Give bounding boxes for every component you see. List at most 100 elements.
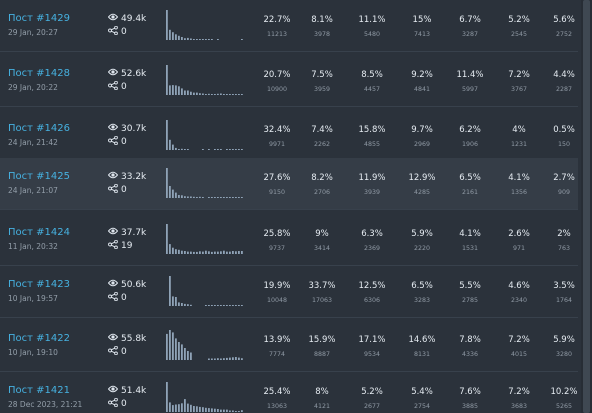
post-title-link[interactable]: Пост #1429 <box>8 13 70 24</box>
spark-bar <box>193 92 195 95</box>
post-title-link[interactable]: Пост #1422 <box>8 333 70 344</box>
post-row[interactable]: Пост #1422 10 Jan, 19:10 55.8k 0 13.9% 7774 15… <box>0 320 578 372</box>
spark-bar <box>175 34 177 40</box>
retention-count: 4855 <box>363 141 381 148</box>
post-title-link[interactable]: Пост #1423 <box>8 279 70 290</box>
spark-bar <box>172 189 174 198</box>
shares-count: 0 <box>121 293 127 303</box>
retention-count: 1231 <box>510 141 528 148</box>
post-title-link[interactable]: Пост #1425 <box>8 171 70 182</box>
spark-bar <box>232 410 234 412</box>
spark-bar <box>241 358 243 360</box>
shares-stat: 0 <box>108 345 127 358</box>
spark-bar <box>223 305 225 306</box>
scrollbar-track[interactable] <box>581 0 592 413</box>
spark-bar <box>229 357 231 360</box>
share-icon <box>108 291 121 304</box>
spark-bar <box>208 358 210 360</box>
retention-count: 7413 <box>413 31 431 38</box>
spark-bar <box>220 149 222 150</box>
retention-percent: 3.5% <box>553 281 575 291</box>
share-icon <box>108 25 121 38</box>
spark-bar <box>190 196 192 198</box>
spark-bar <box>226 149 228 150</box>
scrollbar-thumb[interactable] <box>583 0 590 413</box>
spark-bar <box>175 404 177 412</box>
post-row[interactable]: Пост #1423 10 Jan, 19:57 50.6k 0 19.9% 10048 3… <box>0 266 578 318</box>
spark-bar <box>217 93 219 95</box>
retention-percent: 9.2% <box>411 70 433 80</box>
post-title-link[interactable]: Пост #1421 <box>8 385 70 396</box>
retention-percent: 19.9% <box>263 281 291 291</box>
retention-percent: 0.5% <box>553 125 575 135</box>
spark-bar <box>214 408 216 412</box>
spark-bar <box>238 411 240 412</box>
spark-bar <box>208 149 210 150</box>
post-row[interactable]: Пост #1428 29 Jan, 20:22 52.6k 0 20.7% 10900 7… <box>0 55 578 107</box>
spark-bar <box>241 251 243 254</box>
spark-bar <box>223 250 225 254</box>
spark-bar <box>187 403 189 412</box>
spark-bar <box>208 251 210 254</box>
spark-bar <box>166 10 168 40</box>
spark-bar <box>184 149 186 150</box>
retention-count: 2677 <box>363 403 381 410</box>
spark-bar <box>175 192 177 198</box>
spark-bar <box>217 251 219 254</box>
retention-percent: 9.7% <box>411 125 433 135</box>
post-date: 24 Jan, 21:42 <box>8 138 58 147</box>
post-title-link[interactable]: Пост #1426 <box>8 123 70 134</box>
spark-bar <box>175 85 177 95</box>
spark-bar <box>166 65 168 95</box>
spark-bar <box>178 404 180 412</box>
retention-percent: 7.5% <box>311 70 333 80</box>
spark-bar <box>232 149 234 150</box>
retention-count: 2161 <box>461 189 479 196</box>
views-count: 33.2k <box>121 171 147 182</box>
spark-bar <box>229 149 231 150</box>
spark-bar <box>193 406 195 412</box>
retention-count: 971 <box>512 245 526 252</box>
spark-bar <box>181 195 183 198</box>
post-date: 10 Jan, 19:10 <box>8 348 58 357</box>
post-date: 24 Jan, 21:07 <box>8 186 58 195</box>
post-row[interactable]: Пост #1429 29 Jan, 20:27 49.4k 0 22.7% 11213 8… <box>0 0 578 52</box>
spark-bar <box>199 196 201 198</box>
spark-bar <box>229 305 231 306</box>
spark-bar <box>196 197 198 198</box>
spark-bar <box>223 197 225 198</box>
post-date: 11 Jan, 20:32 <box>8 242 58 251</box>
post-row[interactable]: Пост #1425 24 Jan, 21:07 33.2k 0 27.6% 9150 8.… <box>0 158 578 210</box>
spark-bar <box>178 249 180 254</box>
spark-bar <box>214 358 216 360</box>
spark-bar <box>217 149 219 150</box>
post-title-link[interactable]: Пост #1424 <box>8 227 70 238</box>
spark-bar <box>214 94 216 95</box>
spark-bar <box>196 251 198 254</box>
spark-bar <box>190 38 192 40</box>
post-row[interactable]: Пост #1426 24 Jan, 21:42 30.7k 0 32.4% 9971 7.… <box>0 110 578 162</box>
retention-count: 4336 <box>461 351 479 358</box>
retention-percent: 6.5% <box>411 281 433 291</box>
share-icon <box>108 80 121 93</box>
post-row[interactable]: Пост #1421 28 Dec 2023, 21:21 51.4k 0 25.4% 1… <box>0 372 578 413</box>
spark-bar <box>175 297 177 306</box>
spark-bar <box>211 251 213 254</box>
spark-bar <box>205 407 207 412</box>
spark-bar <box>178 302 180 306</box>
spark-bar <box>211 94 213 95</box>
retention-percent: 7.2% <box>508 335 530 345</box>
spark-bar <box>220 93 222 95</box>
spark-bar <box>211 39 213 40</box>
spark-bar <box>214 197 216 198</box>
retention-percent: 11.4% <box>456 70 484 80</box>
spark-bar <box>187 149 189 150</box>
retention-count: 4015 <box>510 351 528 358</box>
post-row[interactable]: Пост #1424 11 Jan, 20:32 37.7k 19 25.8% 9737 9… <box>0 214 578 266</box>
views-stat: 33.2k <box>107 171 147 182</box>
eye-icon <box>107 13 121 24</box>
post-title-link[interactable]: Пост #1428 <box>8 68 70 79</box>
spark-bar <box>184 348 186 360</box>
sparkline-chart <box>166 120 243 150</box>
retention-count: 5997 <box>461 86 479 93</box>
